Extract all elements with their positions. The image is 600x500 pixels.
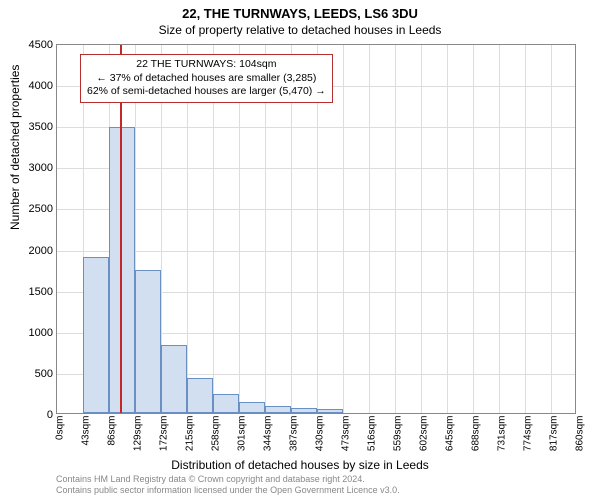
annotation-box: 22 THE TURNWAYS: 104sqm← 37% of detached… — [80, 54, 333, 103]
gridline — [499, 45, 500, 413]
annotation-line: 22 THE TURNWAYS: 104sqm — [87, 58, 326, 72]
footer-line-1: Contains HM Land Registry data © Crown c… — [56, 474, 400, 485]
histogram-bar — [291, 408, 317, 413]
page-title: 22, THE TURNWAYS, LEEDS, LS6 3DU — [0, 0, 600, 21]
gridline — [551, 45, 552, 413]
y-tick-label: 500 — [17, 368, 53, 380]
y-tick-label: 0 — [17, 409, 53, 421]
footer-line-2: Contains public sector information licen… — [56, 485, 400, 496]
annotation-line: ← 37% of detached houses are smaller (3,… — [87, 72, 326, 86]
histogram-bar — [109, 127, 135, 413]
histogram-bar — [187, 378, 213, 413]
y-tick-label: 4500 — [17, 39, 53, 51]
histogram-bar — [135, 270, 161, 413]
y-tick-label: 3500 — [17, 121, 53, 133]
histogram-bar — [83, 257, 109, 413]
gridline — [369, 45, 370, 413]
gridline — [473, 45, 474, 413]
y-tick-label: 1500 — [17, 286, 53, 298]
y-tick-label: 1000 — [17, 327, 53, 339]
gridline — [395, 45, 396, 413]
histogram-bar — [161, 345, 187, 413]
chart-area: 0500100015002000250030003500400045000sqm… — [56, 44, 576, 414]
gridline — [343, 45, 344, 413]
y-tick-label: 2000 — [17, 245, 53, 257]
histogram-bar — [317, 409, 343, 413]
gridline — [525, 45, 526, 413]
y-tick-label: 2500 — [17, 203, 53, 215]
y-tick-label: 3000 — [17, 162, 53, 174]
annotation-line: 62% of semi-detached houses are larger (… — [87, 85, 326, 99]
x-axis-title: Distribution of detached houses by size … — [0, 458, 600, 472]
histogram-bar — [265, 406, 291, 413]
footer-attribution: Contains HM Land Registry data © Crown c… — [56, 474, 400, 496]
gridline — [421, 45, 422, 413]
y-tick-label: 4000 — [17, 80, 53, 92]
histogram-bar — [213, 394, 239, 413]
gridline — [447, 45, 448, 413]
histogram-bar — [239, 402, 265, 414]
page-subtitle: Size of property relative to detached ho… — [0, 21, 600, 37]
